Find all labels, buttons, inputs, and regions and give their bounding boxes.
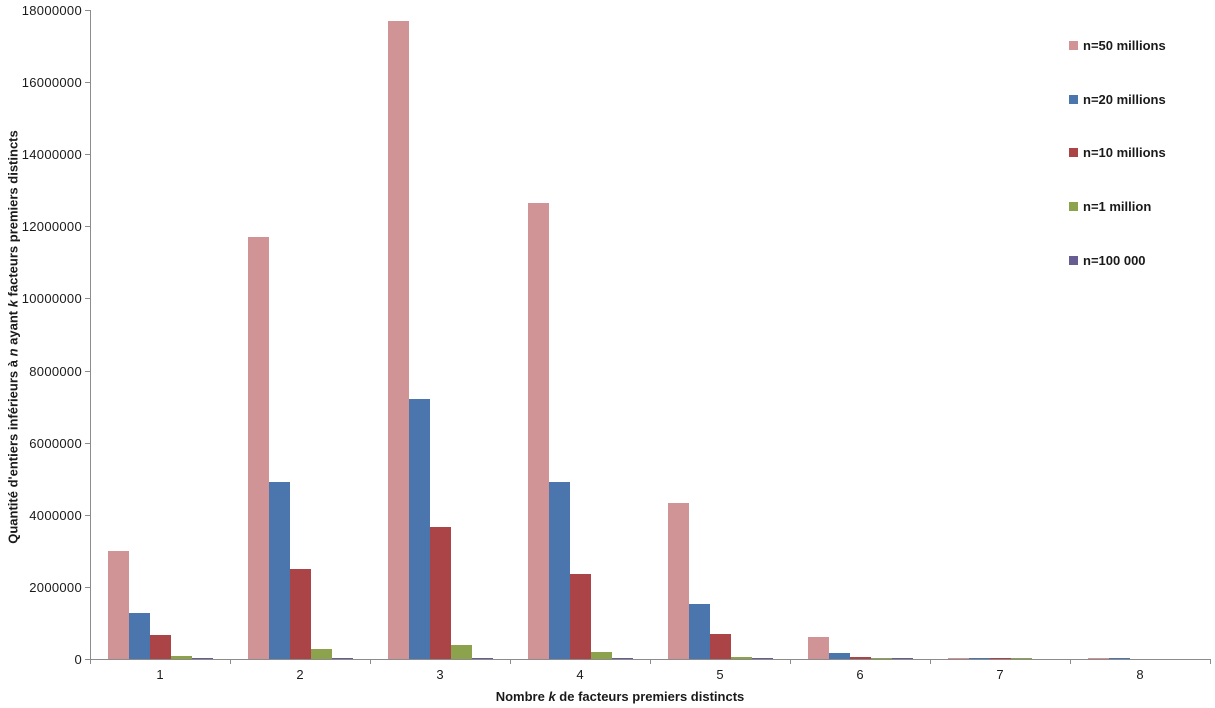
- y-tick-mark: [85, 659, 90, 660]
- y-tick-label: 6000000: [29, 436, 82, 451]
- x-axis-title-part: de facteurs premiers distincts: [555, 689, 745, 704]
- legend-entry: n=10 millions: [1069, 146, 1166, 159]
- y-tick-label: 4000000: [29, 508, 82, 523]
- legend-swatch: [1069, 41, 1078, 50]
- bar-s2-k6: [828, 653, 850, 659]
- bar-s2-k7: [968, 658, 990, 659]
- y-tick-mark: [85, 515, 90, 516]
- y-tick-mark: [85, 371, 90, 372]
- bar-s1-k6: [807, 637, 829, 659]
- x-axis-title: Nombre k de facteurs premiers distincts: [90, 689, 1150, 704]
- y-axis-title-part: ayant: [5, 307, 21, 349]
- legend-entry: n=20 millions: [1069, 93, 1166, 106]
- y-tick-label: 0: [74, 652, 82, 667]
- bar-s5-k2: [331, 658, 353, 659]
- y-tick-label: 18000000: [21, 3, 82, 18]
- bar-s2-k5: [688, 604, 710, 659]
- bar-s4-k4: [590, 652, 612, 659]
- y-tick-label: 2000000: [29, 580, 82, 595]
- x-category-label: 3: [436, 667, 444, 682]
- legend-swatch: [1069, 256, 1078, 265]
- bar-s4-k5: [730, 657, 752, 659]
- y-tick-mark: [85, 298, 90, 299]
- bar-s1-k5: [667, 503, 689, 659]
- bar-s3-k3: [429, 527, 451, 659]
- bar-s5-k1: [191, 658, 213, 659]
- bar-s3-k5: [709, 634, 731, 659]
- legend-label: n=100 000: [1083, 253, 1146, 268]
- bar-s5-k4: [611, 658, 633, 659]
- bar-s4-k7: [1010, 658, 1032, 659]
- x-tick-mark: [1210, 659, 1211, 664]
- x-tick-mark: [370, 659, 371, 664]
- legend-label: n=1 million: [1083, 199, 1152, 214]
- y-tick-label: 14000000: [21, 147, 82, 162]
- y-tick-label: 10000000: [21, 291, 82, 306]
- x-category-label: 6: [856, 667, 864, 682]
- y-axis-title: Quantité d'entiers inférieurs à n ayant …: [6, 130, 21, 543]
- legend-label: n=10 millions: [1083, 145, 1166, 160]
- bar-s2-k4: [548, 482, 570, 659]
- y-axis-line: [90, 10, 91, 660]
- x-axis-title-italic-part: k: [548, 689, 556, 704]
- legend-label: n=50 millions: [1083, 38, 1166, 53]
- bar-s2-k8: [1108, 658, 1130, 659]
- x-category-label: 7: [996, 667, 1004, 682]
- bar-s4-k3: [450, 645, 472, 659]
- legend-swatch: [1069, 148, 1078, 157]
- bar-s1-k3: [387, 21, 409, 659]
- bar-s5-k5: [751, 658, 773, 659]
- x-tick-mark: [510, 659, 511, 664]
- y-tick-mark: [85, 10, 90, 11]
- bar-s4-k6: [870, 658, 892, 659]
- bar-s1-k4: [527, 203, 549, 659]
- bar-s5-k3: [471, 658, 493, 659]
- x-axis-title-part: Nombre: [495, 689, 549, 704]
- legend-entry: n=100 000: [1069, 254, 1146, 267]
- legend-swatch: [1069, 95, 1078, 104]
- bar-s3-k4: [569, 574, 591, 659]
- bar-s4-k2: [310, 649, 332, 659]
- x-category-label: 8: [1136, 667, 1144, 682]
- y-tick-mark: [85, 587, 90, 588]
- bar-s1-k2: [247, 237, 269, 659]
- y-tick-label: 8000000: [29, 364, 82, 379]
- x-tick-mark: [90, 659, 91, 664]
- legend: n=50 millions n=20 millions n=10 millions n…: [1069, 39, 1215, 279]
- x-category-label: 1: [156, 667, 164, 682]
- x-tick-mark: [650, 659, 651, 664]
- legend-swatch: [1069, 202, 1078, 211]
- bar-s2-k2: [268, 482, 290, 659]
- bar-s2-k1: [128, 613, 150, 659]
- y-axis-title-italic-part: n: [5, 348, 21, 357]
- x-category-label: 2: [296, 667, 304, 682]
- bar-s5-k6: [891, 658, 913, 659]
- x-tick-mark: [230, 659, 231, 664]
- x-tick-mark: [930, 659, 931, 664]
- y-tick-label: 12000000: [21, 219, 82, 234]
- legend-entry: n=50 millions: [1069, 39, 1166, 52]
- y-tick-mark: [85, 154, 90, 155]
- x-category-label: 4: [576, 667, 584, 682]
- legend-entry: n=1 million: [1069, 200, 1151, 213]
- legend-label: n=20 millions: [1083, 92, 1166, 107]
- x-tick-mark: [1070, 659, 1071, 664]
- bar-s1-k8: [1087, 658, 1109, 659]
- bar-s3-k2: [289, 569, 311, 659]
- bar-s4-k1: [170, 656, 192, 659]
- bar-s2-k3: [408, 399, 430, 659]
- y-tick-mark: [85, 82, 90, 83]
- bar-s1-k1: [107, 551, 129, 659]
- x-tick-mark: [790, 659, 791, 664]
- bar-s3-k1: [149, 635, 171, 659]
- y-tick-label: 16000000: [21, 75, 82, 90]
- bar-s1-k7: [947, 658, 969, 659]
- y-tick-mark: [85, 443, 90, 444]
- y-tick-mark: [85, 226, 90, 227]
- bar-s3-k6: [849, 657, 871, 659]
- x-category-label: 5: [716, 667, 724, 682]
- bar-s3-k7: [989, 658, 1011, 659]
